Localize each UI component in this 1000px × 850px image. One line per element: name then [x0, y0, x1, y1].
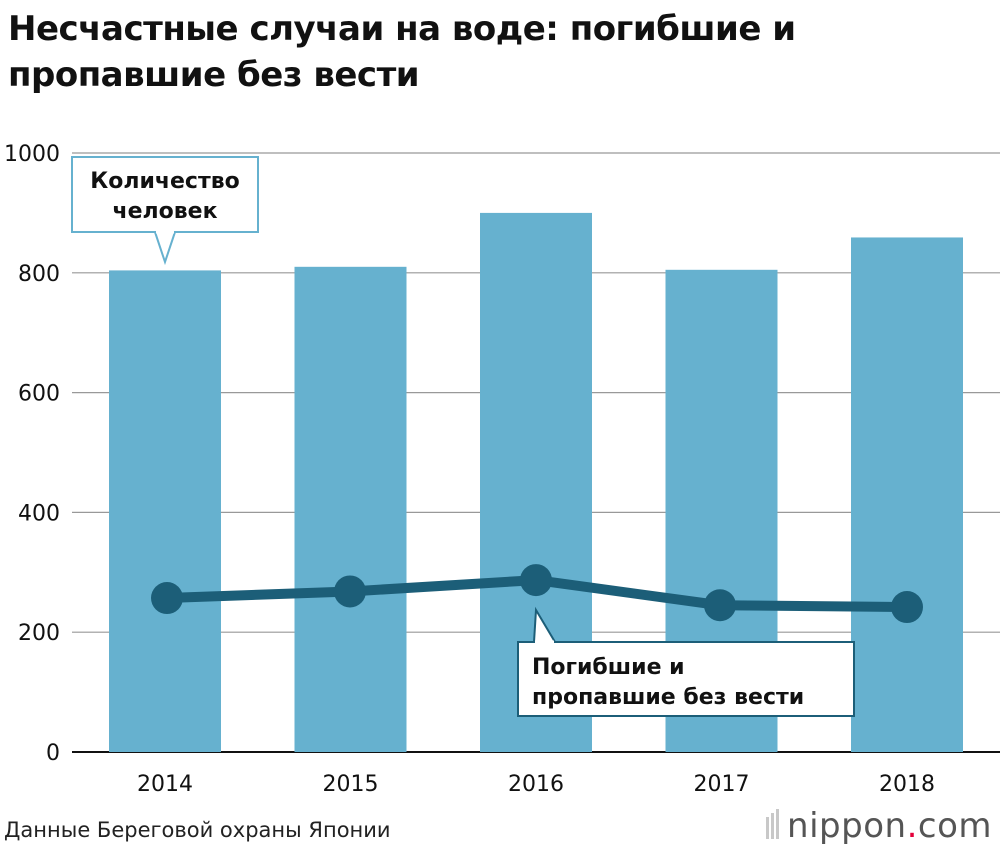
bar — [851, 237, 963, 753]
x-tick-label: 2014 — [137, 772, 193, 797]
bar-callout-box — [71, 156, 259, 233]
y-tick-label: 0 — [46, 741, 60, 766]
y-tick-label: 200 — [18, 621, 60, 646]
x-axis-ticks: 2014 2015 2016 2017 2018 — [137, 772, 935, 797]
x-tick-label: 2018 — [879, 772, 935, 797]
y-tick-label: 400 — [18, 501, 60, 526]
x-tick-label: 2017 — [694, 772, 750, 797]
logo-bars-icon — [766, 808, 781, 848]
line-callout-line-2: пропавшие без вести — [532, 685, 804, 710]
line-series-callout: Погибшие и пропавшие без вести — [517, 606, 855, 717]
source-note: Данные Береговой охраны Японии — [4, 818, 391, 842]
line-callout-pointer — [533, 606, 556, 643]
bar — [294, 266, 407, 752]
bar — [109, 270, 221, 752]
line-point — [334, 575, 366, 608]
bar-callout-pointer — [154, 231, 176, 266]
line-point — [520, 564, 552, 597]
x-tick-label: 2015 — [323, 772, 379, 797]
chart-title: Несчастные случаи на воде: погибшие и пр… — [8, 9, 796, 95]
bar-callout-line-2: человек — [112, 199, 217, 224]
y-tick-label: 600 — [18, 382, 60, 407]
line-series — [151, 564, 923, 624]
line-point — [151, 582, 183, 615]
y-tick-label: 800 — [18, 262, 60, 287]
bar-series-callout: Количество человек — [71, 156, 259, 266]
nippon-logo: nippon.com — [766, 806, 992, 848]
x-tick-label: 2016 — [508, 772, 564, 797]
line-point — [704, 589, 736, 622]
y-tick-label: 1000 — [4, 142, 60, 167]
y-axis-ticks: 0 200 400 600 800 1000 — [4, 142, 60, 766]
line-callout-line-1: Погибшие и — [532, 655, 685, 680]
bar-callout-line-1: Количество — [90, 169, 239, 194]
line-point — [891, 591, 923, 624]
line-callout-box — [517, 641, 855, 717]
